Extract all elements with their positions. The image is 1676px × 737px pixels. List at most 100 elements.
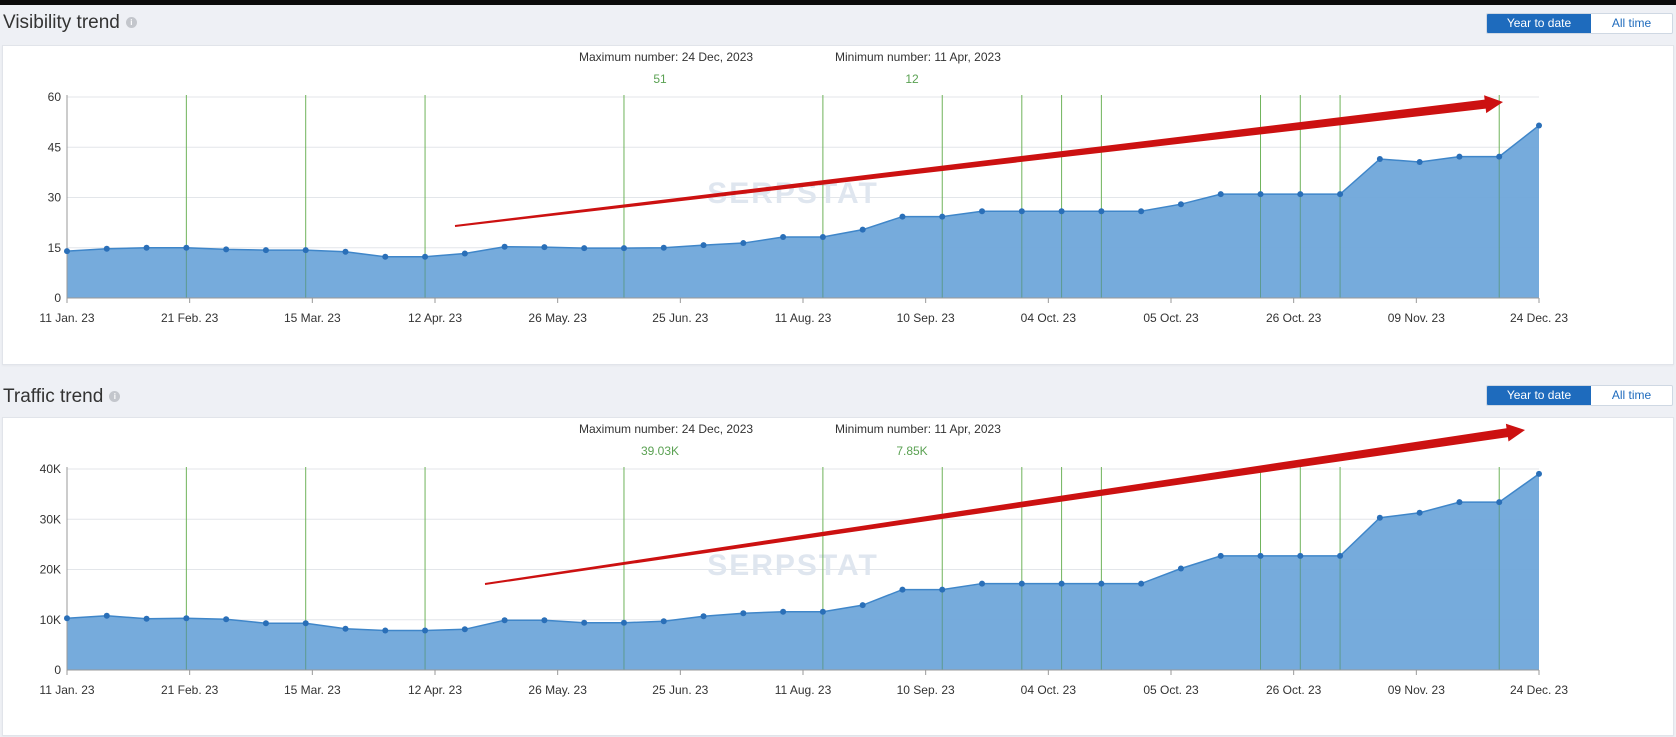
data-point <box>740 240 747 247</box>
y-tick-label: 60 <box>48 90 62 104</box>
x-tick-label: 21 Feb. 23 <box>161 311 219 325</box>
data-point <box>143 615 150 622</box>
data-point <box>899 586 906 593</box>
y-tick-label: 30 <box>48 191 62 205</box>
data-point <box>1416 509 1423 516</box>
x-tick-label: 10 Sep. 23 <box>897 683 955 697</box>
data-point <box>183 615 190 622</box>
y-tick-label: 30K <box>40 512 61 526</box>
data-point <box>581 619 588 626</box>
data-point <box>780 608 787 615</box>
x-tick-label: 21 Feb. 23 <box>161 683 219 697</box>
x-tick-label: 25 Jun. 23 <box>652 311 708 325</box>
data-point <box>819 608 826 615</box>
section-title: Traffic trend i <box>3 386 121 408</box>
data-point <box>859 602 866 609</box>
visibility-chart-card: Maximum number: 24 Dec, 2023 51 Minimum nu… <box>2 45 1674 365</box>
all-time-button[interactable]: All time <box>1591 14 1672 33</box>
traffic-chart-card: Maximum number: 24 Dec, 2023 39.03K Minimu… <box>2 417 1674 736</box>
data-point <box>1138 208 1145 215</box>
y-tick-label: 40K <box>40 462 61 476</box>
visibility-chart: Maximum number: 24 Dec, 2023 51 Minimum nu… <box>39 50 1568 325</box>
range-toggle: Year to date All time <box>1486 13 1673 34</box>
max-label: Maximum number: 24 Dec, 2023 <box>579 422 753 436</box>
data-point <box>143 244 150 251</box>
min-label: Minimum number: 11 Apr, 2023 <box>835 422 1001 436</box>
data-point <box>1177 201 1184 208</box>
max-value: 39.03K <box>641 444 679 458</box>
x-tick-label: 26 Oct. 23 <box>1266 311 1322 325</box>
data-point <box>302 247 309 254</box>
data-point <box>1098 580 1105 587</box>
data-point <box>780 234 787 241</box>
traffic-section: Traffic trend i Year to date All time Max… <box>0 372 1676 736</box>
data-point <box>103 245 110 252</box>
trend-arrow <box>454 95 1503 227</box>
year-to-date-button[interactable]: Year to date <box>1487 386 1591 405</box>
visibility-title: Visibility trend <box>3 12 120 33</box>
x-tick-label: 12 Apr. 23 <box>408 311 462 325</box>
info-icon[interactable]: i <box>109 391 121 403</box>
traffic-chart: Maximum number: 24 Dec, 2023 39.03K Minimu… <box>39 422 1568 697</box>
data-point <box>1456 499 1463 506</box>
series-area <box>67 125 1539 298</box>
info-icon[interactable]: i <box>125 17 137 29</box>
data-point <box>819 234 826 241</box>
series-line <box>66 124 1540 258</box>
data-point <box>620 245 627 252</box>
max-value: 51 <box>653 72 667 86</box>
data-point <box>1496 499 1503 506</box>
data-point <box>859 226 866 233</box>
data-point <box>1098 208 1105 215</box>
year-to-date-button[interactable]: Year to date <box>1487 14 1591 33</box>
x-tick-label: 25 Jun. 23 <box>652 683 708 697</box>
data-point <box>1177 565 1184 572</box>
x-tick-label: 10 Sep. 23 <box>897 311 955 325</box>
data-point <box>1217 552 1224 559</box>
x-tick-label: 11 Aug. 23 <box>775 311 832 325</box>
data-point <box>541 244 548 251</box>
data-point <box>1058 580 1065 587</box>
series-area <box>67 473 1539 670</box>
x-tick-label: 09 Nov. 23 <box>1388 311 1445 325</box>
data-point <box>899 213 906 220</box>
data-point <box>223 616 230 623</box>
y-tick-label: 10K <box>40 613 61 627</box>
data-point <box>302 620 309 627</box>
data-point <box>700 242 707 249</box>
y-tick-label: 15 <box>48 241 62 255</box>
data-point <box>1217 191 1224 198</box>
x-tick-label: 12 Apr. 23 <box>408 683 462 697</box>
all-time-button[interactable]: All time <box>1591 386 1672 405</box>
min-label: Minimum number: 11 Apr, 2023 <box>835 50 1001 64</box>
section-title: Visibility trend i <box>3 12 137 34</box>
x-tick-label: 11 Aug. 23 <box>775 683 832 697</box>
x-tick-label: 05 Oct. 23 <box>1143 683 1199 697</box>
data-point <box>1337 552 1344 559</box>
data-point <box>1536 122 1542 129</box>
trend-arrow <box>484 423 1525 585</box>
data-point <box>1257 191 1264 198</box>
visibility-section: Visibility trend i Year to date All time … <box>2 12 1674 365</box>
min-value: 7.85K <box>896 444 927 458</box>
x-tick-label: 11 Jan. 23 <box>39 683 94 697</box>
data-point <box>1058 208 1065 215</box>
x-tick-label: 04 Oct. 23 <box>1021 683 1077 697</box>
data-point <box>223 246 230 253</box>
data-point <box>979 580 986 587</box>
data-point <box>740 610 747 617</box>
data-point <box>183 244 190 251</box>
data-point <box>422 253 429 260</box>
data-point <box>342 625 349 632</box>
data-point <box>1416 158 1423 165</box>
data-point <box>581 245 588 252</box>
max-label: Maximum number: 24 Dec, 2023 <box>579 50 753 64</box>
data-point <box>64 248 70 255</box>
data-point <box>382 253 389 260</box>
data-point <box>541 617 548 624</box>
watermark: SERPSTAT <box>707 549 879 582</box>
y-tick-label: 45 <box>48 140 62 154</box>
x-tick-label: 24 Dec. 23 <box>1510 683 1568 697</box>
top-border <box>0 0 1676 5</box>
data-point <box>939 213 946 220</box>
